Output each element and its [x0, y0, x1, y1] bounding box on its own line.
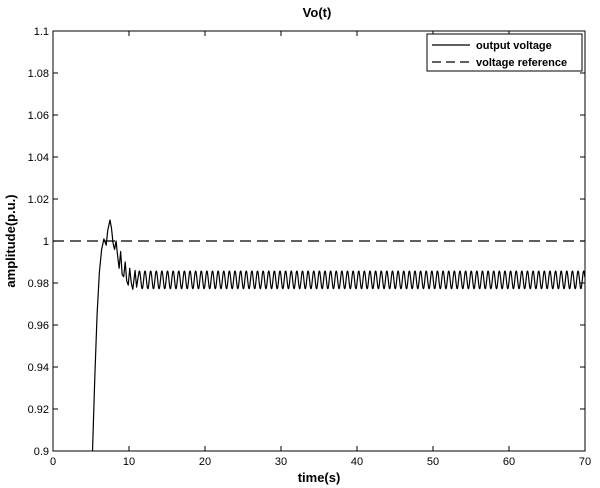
x-tick-label: 50 — [427, 456, 439, 468]
y-tick-label: 1.1 — [34, 26, 49, 38]
y-tick-label: 1.08 — [28, 68, 49, 80]
y-tick-label: 0.92 — [28, 404, 49, 416]
series-output-voltage-line — [91, 219, 586, 452]
x-tick-label: 10 — [123, 456, 135, 468]
x-tick-label: 30 — [275, 456, 287, 468]
legend-box — [426, 33, 583, 72]
x-tick-label: 60 — [503, 456, 515, 468]
legend: output voltage voltage reference — [426, 33, 583, 72]
chart-title: Vo(t) — [303, 5, 332, 20]
x-tick-label: 40 — [351, 456, 363, 468]
x-tick-label: 20 — [199, 456, 211, 468]
x-tick-label: 0 — [50, 456, 56, 468]
y-tick-label: 0.96 — [28, 320, 49, 332]
y-tick-label: 1.06 — [28, 110, 49, 122]
legend-label-voltage-reference: voltage reference — [476, 57, 567, 69]
x-tick-label: 70 — [579, 456, 591, 468]
y-tick-label: 0.9 — [34, 446, 49, 458]
y-tick-label: 1.02 — [28, 194, 49, 206]
y-tick-label: 1 — [43, 236, 49, 248]
y-tick-label: 0.98 — [28, 278, 49, 290]
series-layer — [53, 219, 586, 452]
y-tick-label: 1.04 — [28, 152, 49, 164]
x-axis-label: time(s) — [298, 470, 341, 485]
y-tick-label: 0.94 — [28, 362, 49, 374]
legend-label-output-voltage: output voltage — [476, 40, 552, 52]
y-axis-ticks: 0.9 0.92 0.94 0.96 0.98 1 1.02 1.04 1.06 1.08 1.1 — [28, 26, 585, 458]
y-axis-label: amplitude(p.u.) — [3, 194, 18, 287]
